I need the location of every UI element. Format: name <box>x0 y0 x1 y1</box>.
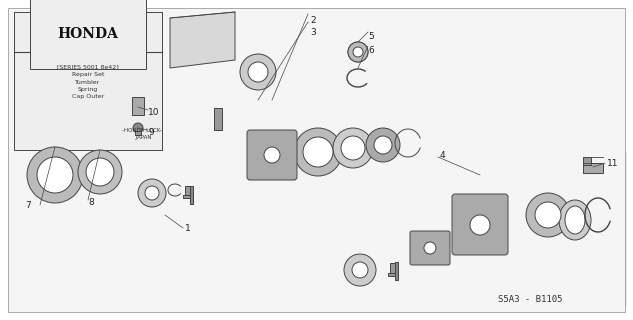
Bar <box>135 131 141 135</box>
Bar <box>263 142 267 148</box>
Bar <box>270 140 274 146</box>
Circle shape <box>462 207 498 243</box>
Circle shape <box>348 42 368 62</box>
Text: S5A3 - B1105: S5A3 - B1105 <box>498 295 562 305</box>
Circle shape <box>133 123 143 133</box>
Circle shape <box>470 215 490 235</box>
Text: [SERIES 5001 8e42]
Repair Set
Tumbler
Spring
Cap Outer: [SERIES 5001 8e42] Repair Set Tumbler Sp… <box>57 65 119 99</box>
Text: 7: 7 <box>25 201 31 210</box>
Ellipse shape <box>559 200 591 240</box>
Circle shape <box>37 157 73 193</box>
Polygon shape <box>315 152 625 305</box>
Text: 3: 3 <box>310 28 316 36</box>
FancyBboxPatch shape <box>452 194 508 255</box>
Circle shape <box>341 136 365 160</box>
Bar <box>14 12 162 150</box>
Circle shape <box>256 139 288 171</box>
Circle shape <box>145 186 159 200</box>
Text: HONDA: HONDA <box>58 27 118 41</box>
Bar <box>277 142 281 148</box>
Circle shape <box>303 137 333 167</box>
Circle shape <box>294 128 342 176</box>
Text: 4: 4 <box>440 150 446 159</box>
Bar <box>395 262 398 280</box>
Text: 10: 10 <box>148 108 160 116</box>
Circle shape <box>344 254 376 286</box>
Polygon shape <box>245 28 415 115</box>
Circle shape <box>333 128 373 168</box>
FancyBboxPatch shape <box>410 231 450 265</box>
Circle shape <box>374 136 392 154</box>
FancyBboxPatch shape <box>247 130 297 180</box>
Bar <box>390 263 395 273</box>
Circle shape <box>264 147 280 163</box>
Bar <box>185 186 190 195</box>
Text: 2: 2 <box>310 15 316 25</box>
Bar <box>583 157 591 165</box>
Bar <box>190 186 193 204</box>
Bar <box>583 163 603 173</box>
Polygon shape <box>118 100 415 215</box>
Circle shape <box>526 193 570 237</box>
Circle shape <box>535 202 561 228</box>
Circle shape <box>78 150 122 194</box>
Circle shape <box>352 262 368 278</box>
Circle shape <box>86 158 114 186</box>
Circle shape <box>419 237 441 259</box>
Circle shape <box>240 54 276 90</box>
Bar <box>281 148 285 154</box>
Text: 11: 11 <box>607 158 618 167</box>
Bar <box>214 108 222 130</box>
Bar <box>132 97 144 115</box>
Bar <box>259 148 263 154</box>
Circle shape <box>366 128 400 162</box>
Text: -HONDA LOCK-
  JAPAN: -HONDA LOCK- JAPAN <box>122 128 162 140</box>
Bar <box>183 195 191 198</box>
Circle shape <box>353 47 363 57</box>
Circle shape <box>138 179 166 207</box>
Bar <box>388 273 396 276</box>
Circle shape <box>248 62 268 82</box>
Text: 5: 5 <box>368 31 373 41</box>
Polygon shape <box>170 12 235 68</box>
Circle shape <box>424 242 436 254</box>
Text: 9: 9 <box>148 127 154 137</box>
Text: 8: 8 <box>88 197 94 206</box>
Text: 1: 1 <box>185 223 191 233</box>
Circle shape <box>348 42 368 62</box>
Circle shape <box>27 147 83 203</box>
Text: 6: 6 <box>368 45 373 54</box>
Ellipse shape <box>565 206 585 234</box>
